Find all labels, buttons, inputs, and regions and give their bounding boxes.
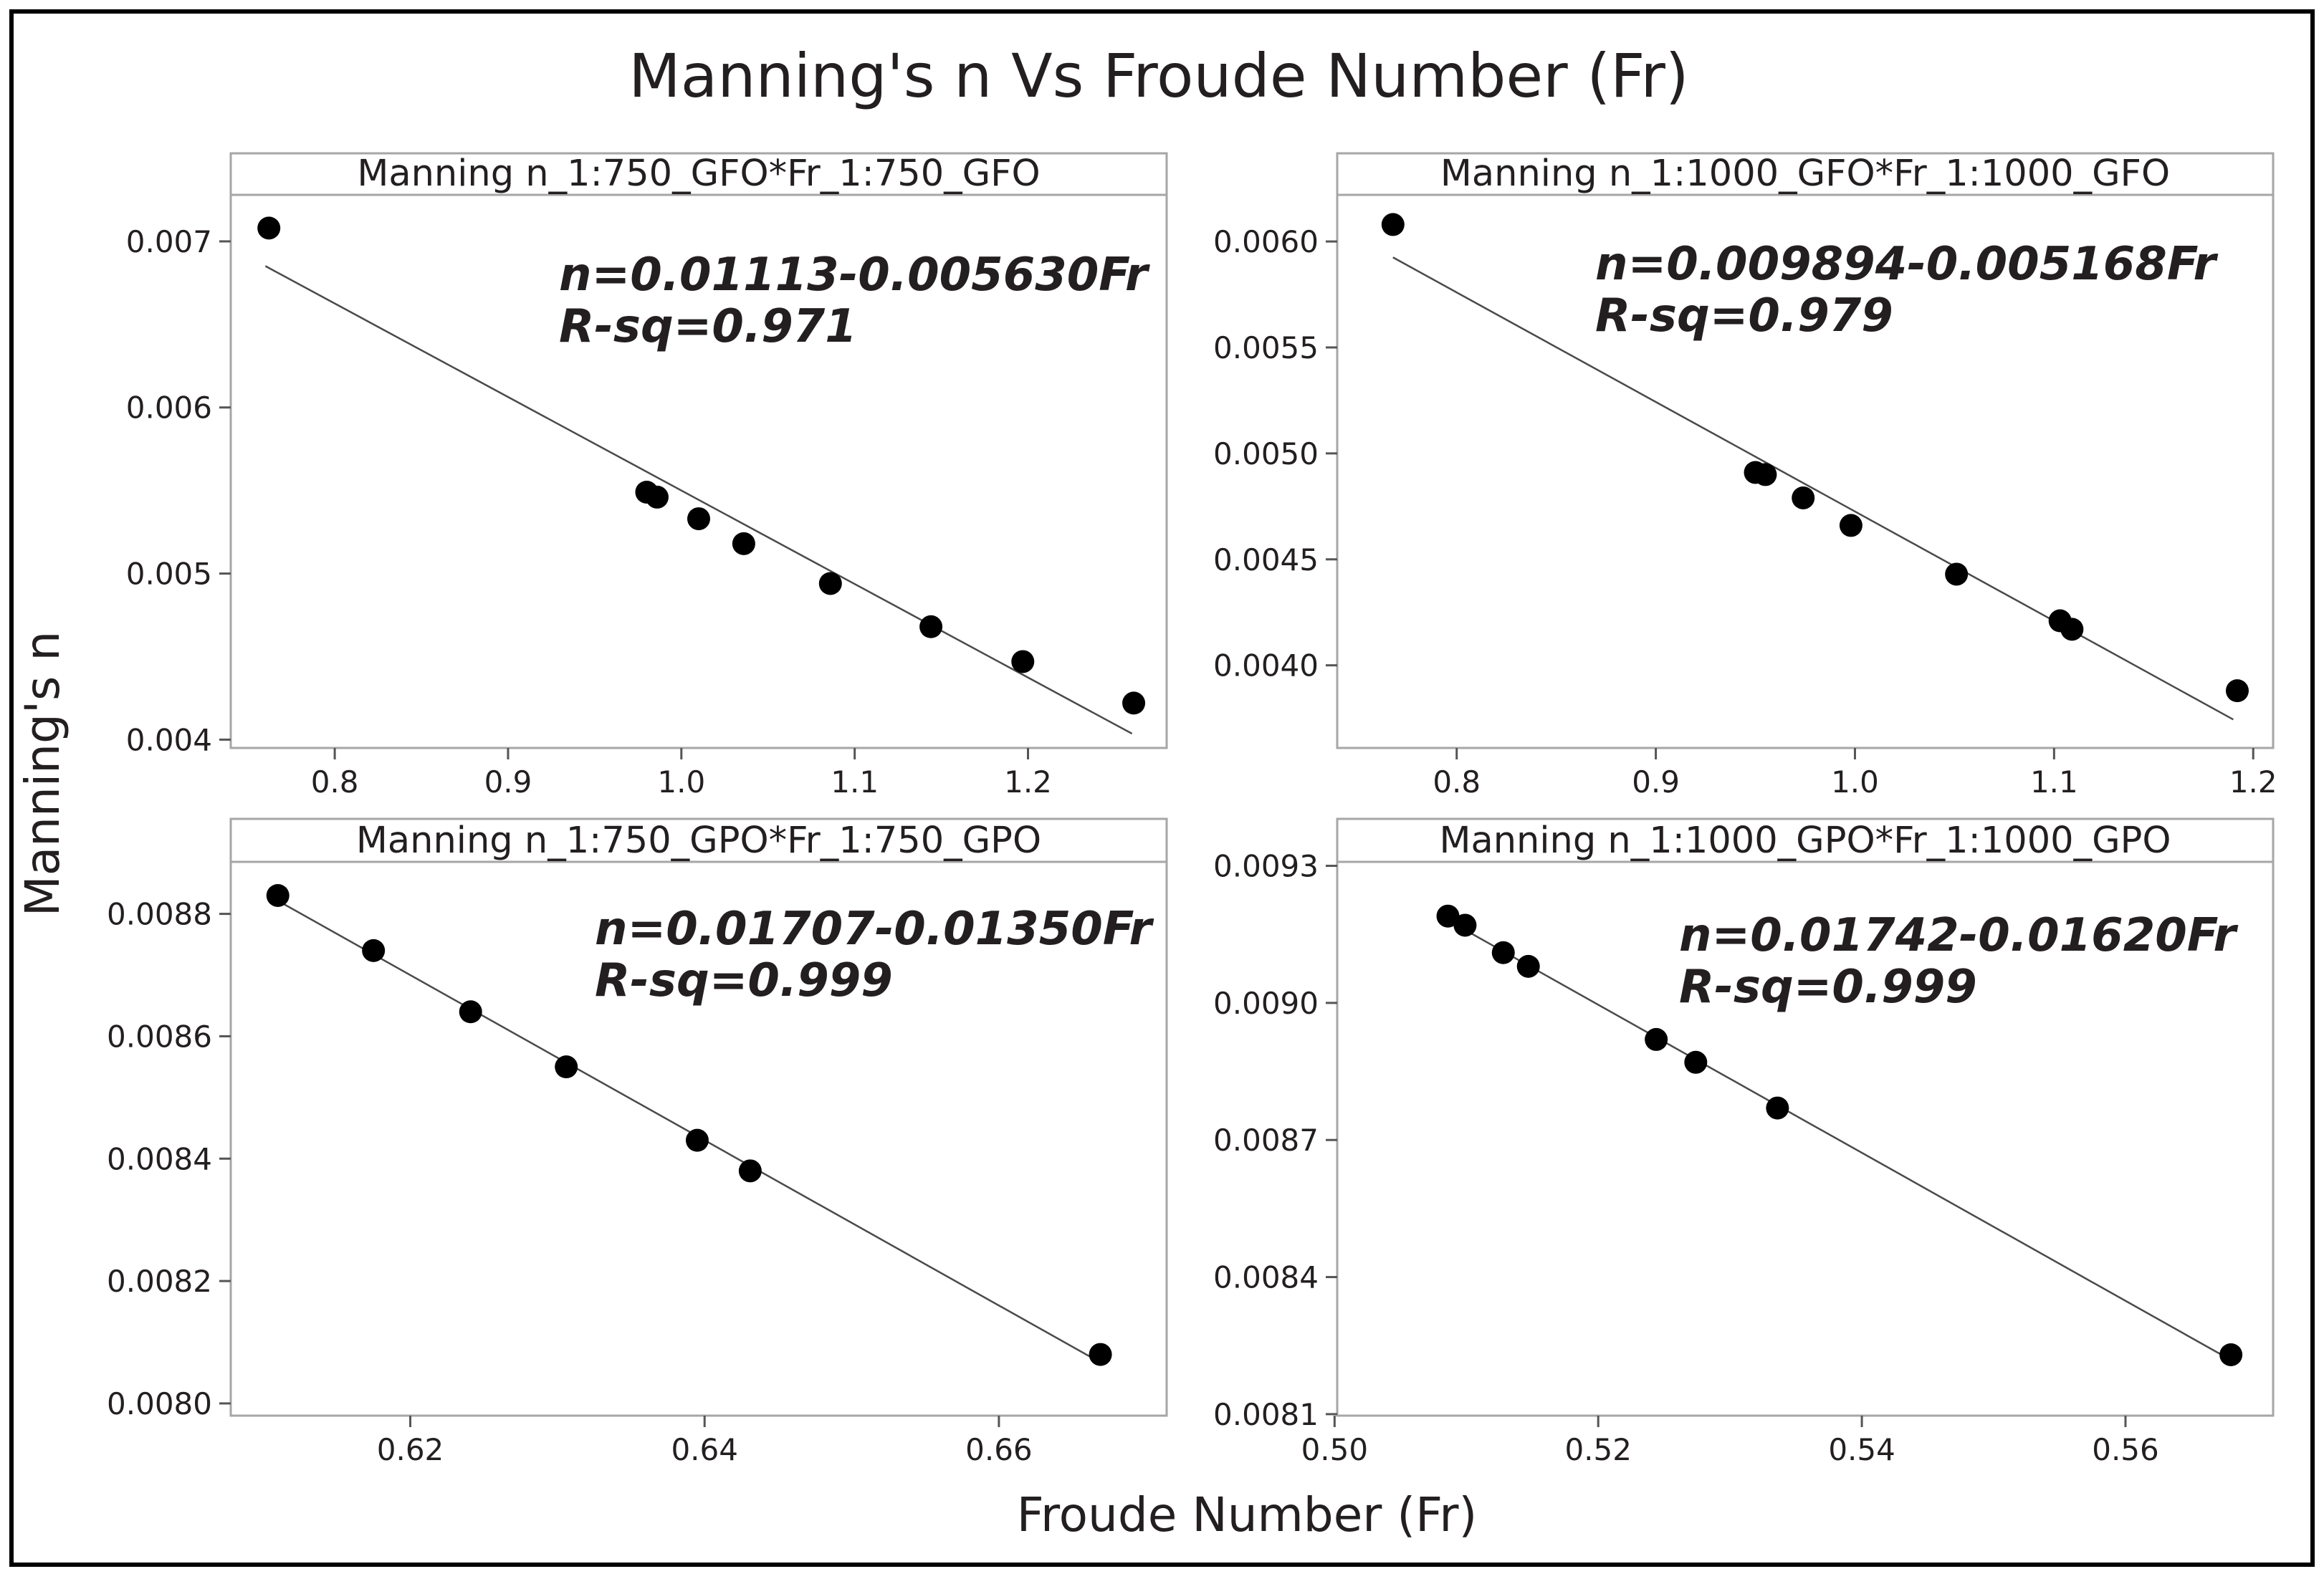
y-tick-label: 0.004 bbox=[126, 722, 212, 757]
x-tick-label: 1.1 bbox=[831, 764, 879, 800]
data-point bbox=[1089, 1343, 1112, 1366]
data-point bbox=[1766, 1096, 1789, 1120]
y-tick-label: 0.0084 bbox=[107, 1141, 212, 1176]
panel-frame bbox=[229, 152, 1168, 749]
data-point bbox=[687, 507, 710, 531]
x-tick-label: 0.62 bbox=[377, 1432, 444, 1467]
data-point bbox=[1491, 941, 1515, 964]
x-tick-label: 0.50 bbox=[1301, 1432, 1369, 1467]
x-tick-label: 0.54 bbox=[1828, 1432, 1895, 1467]
data-point bbox=[1453, 913, 1477, 937]
y-tick-label: 0.0080 bbox=[107, 1386, 212, 1421]
y-tick-label: 0.0082 bbox=[107, 1264, 212, 1299]
panel-title: Manning n_1:750_GPO*Fr_1:750_GPO bbox=[356, 820, 1041, 862]
x-tick-label: 0.8 bbox=[311, 764, 359, 800]
panel-1: Manning n_1:750_GFO*Fr_1:750_GFO 0.8 0.9 1.… bbox=[126, 152, 1168, 800]
y-tick-label: 0.0087 bbox=[1213, 1123, 1319, 1158]
y-tick-label: 0.0055 bbox=[1213, 330, 1319, 365]
y-tick-label: 0.0084 bbox=[1213, 1260, 1319, 1295]
data-point bbox=[1645, 1027, 1668, 1051]
y-tick-label: 0.0081 bbox=[1213, 1397, 1319, 1432]
x-tick-label: 0.56 bbox=[2092, 1432, 2159, 1467]
panel-frame bbox=[229, 817, 1168, 1417]
panel-title: Manning n_1:1000_GFO*Fr_1:1000_GFO bbox=[1440, 153, 2170, 195]
x-tick-label: 1.0 bbox=[657, 764, 705, 800]
x-axis-title: Froude Number (Fr) bbox=[1017, 1487, 1477, 1542]
y-tick-label: 0.005 bbox=[126, 557, 212, 592]
y-tick-label: 0.0088 bbox=[107, 897, 212, 932]
data-point bbox=[1684, 1050, 1708, 1074]
r-squared-label: R-sq=0.979 bbox=[1595, 289, 1893, 342]
data-point bbox=[1122, 691, 1146, 715]
y-tick-label: 0.006 bbox=[126, 390, 212, 426]
data-point bbox=[2219, 1343, 2243, 1366]
data-point bbox=[1516, 954, 1540, 978]
panel-title: Manning n_1:1000_GPO*Fr_1:1000_GPO bbox=[1439, 820, 2171, 862]
regression-equation: n=0.01742-0.01620Fr bbox=[1679, 909, 2238, 962]
r-squared-label: R-sq=0.999 bbox=[595, 954, 893, 1007]
data-point bbox=[919, 615, 943, 638]
y-tick-label: 0.0090 bbox=[1213, 986, 1319, 1021]
fit-line bbox=[264, 265, 1133, 735]
y-tick-label: 0.0050 bbox=[1213, 436, 1319, 471]
y-tick-label: 0.0093 bbox=[1213, 849, 1319, 884]
data-point bbox=[1381, 213, 1405, 236]
data-point bbox=[257, 216, 281, 240]
x-tick-label: 1.0 bbox=[1831, 764, 1879, 800]
data-point bbox=[1839, 514, 1862, 537]
data-point bbox=[818, 572, 842, 595]
fit-line bbox=[1446, 918, 2232, 1361]
x-tick-label: 0.9 bbox=[484, 764, 532, 800]
panel-3: Manning n_1:750_GPO*Fr_1:750_GPO 0.62 0.64… bbox=[107, 817, 1168, 1467]
x-tick-label: 0.8 bbox=[1433, 764, 1481, 800]
y-tick-label: 0.0060 bbox=[1213, 224, 1319, 259]
y-tick-label: 0.0040 bbox=[1213, 648, 1319, 683]
data-point bbox=[738, 1159, 762, 1183]
x-tick-label: 0.52 bbox=[1564, 1432, 1632, 1467]
data-point bbox=[555, 1055, 578, 1079]
data-point bbox=[362, 939, 386, 962]
panel-2: Manning n_1:1000_GFO*Fr_1:1000_GFO 0.8 0.9… bbox=[1213, 152, 2277, 800]
data-point bbox=[459, 1000, 482, 1024]
regression-equation: n=0.009894-0.005168Fr bbox=[1595, 238, 2219, 291]
data-point bbox=[1011, 650, 1035, 673]
panels-layer: Manning n_1:750_GFO*Fr_1:750_GFO 0.8 0.9 1.… bbox=[107, 152, 2277, 1467]
y-tick-label: 0.007 bbox=[126, 224, 212, 259]
data-point bbox=[1436, 904, 1460, 928]
panel-title: Manning n_1:750_GFO*Fr_1:750_GFO bbox=[357, 153, 1040, 195]
x-tick-label: 1.1 bbox=[2030, 764, 2078, 800]
x-tick-label: 1.2 bbox=[1004, 764, 1052, 800]
panel-frame bbox=[1336, 152, 2275, 749]
regression-equation: n=0.01113-0.005630Fr bbox=[559, 249, 1150, 302]
r-squared-label: R-sq=0.971 bbox=[559, 300, 857, 353]
panel-frame bbox=[1336, 817, 2275, 1417]
data-point bbox=[732, 532, 755, 555]
data-point bbox=[2060, 618, 2084, 641]
regression-equation: n=0.01707-0.01350Fr bbox=[595, 903, 1154, 956]
chart-title: Manning's n Vs Froude Number (Fr) bbox=[628, 41, 1688, 111]
data-point bbox=[1945, 562, 1969, 586]
data-point bbox=[685, 1128, 709, 1152]
x-tick-label: 1.2 bbox=[2229, 764, 2277, 800]
data-point bbox=[1792, 486, 1815, 509]
r-squared-label: R-sq=0.999 bbox=[1679, 961, 1977, 1014]
x-tick-label: 0.9 bbox=[1632, 764, 1680, 800]
y-tick-label: 0.0045 bbox=[1213, 542, 1319, 577]
data-point bbox=[645, 485, 669, 509]
data-point bbox=[266, 883, 290, 907]
y-tick-label: 0.0086 bbox=[107, 1019, 212, 1054]
y-axis-title: Manning's n bbox=[15, 631, 70, 916]
x-tick-label: 0.66 bbox=[965, 1432, 1033, 1467]
fit-line bbox=[1392, 256, 2234, 721]
data-point bbox=[2225, 679, 2249, 703]
data-point bbox=[1754, 463, 1777, 486]
x-tick-label: 0.64 bbox=[671, 1432, 738, 1467]
